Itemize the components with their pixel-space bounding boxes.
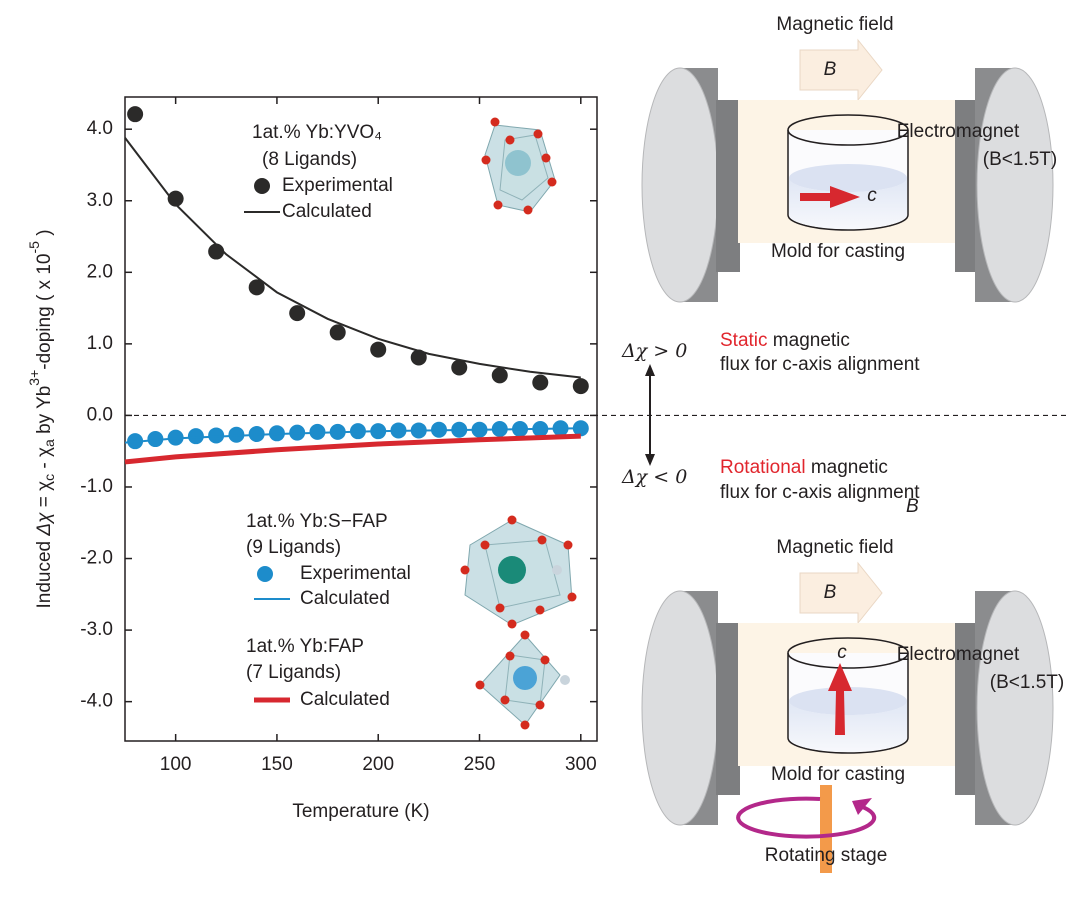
- axis-label: c: [867, 185, 877, 206]
- y-label-part: - χ: [34, 447, 55, 474]
- y-tick-label: 3.0: [87, 190, 113, 211]
- group-title: 1at.% Yb:FAP: [246, 636, 364, 657]
- magnet-limit: (B<1.5T): [990, 672, 1064, 693]
- group-title: 1at.% Yb:YVO₄: [252, 122, 382, 143]
- field-label: Magnetic field: [776, 537, 893, 558]
- y-label-part: = χ: [34, 481, 55, 513]
- y-tick-label: -2.0: [80, 548, 113, 569]
- y-tick-label: 1.0: [87, 333, 113, 354]
- data-point: [188, 428, 204, 444]
- coil-inner: [716, 100, 740, 272]
- x-tick-label: 250: [464, 754, 496, 775]
- y-tick-label: 4.0: [87, 118, 113, 139]
- data-point: [208, 244, 224, 260]
- y-label-sub: c: [41, 474, 57, 481]
- x-axis-label: Temperature (K): [292, 801, 429, 822]
- legend-marker: [257, 566, 273, 582]
- note-line: flux for c-axis alignment: [720, 482, 920, 503]
- group-ligands: (9 Ligands): [246, 537, 341, 558]
- note-line: Rotational magnetic: [720, 457, 888, 478]
- data-point: [330, 324, 346, 340]
- field-symbol: B: [824, 582, 837, 603]
- note-text: magnetic: [806, 457, 888, 478]
- y-tick-label: 0.0: [87, 404, 113, 425]
- group-ligands: (8 Ligands): [262, 149, 357, 170]
- mold-liquid-top: [789, 164, 907, 192]
- magnet-label: Electromagnet: [897, 644, 1020, 665]
- y-label-part: -doping ( x 10: [34, 254, 55, 370]
- y-label-part: ): [34, 229, 55, 241]
- alignment-notes: Δχ > 0 Static magnetic flux for c-axis a…: [621, 330, 920, 517]
- crystal-icon: [482, 118, 557, 215]
- x-tick-label: 300: [565, 754, 597, 775]
- note-text: magnetic: [768, 330, 850, 351]
- y-label-part: by Yb: [34, 386, 55, 440]
- figure: Temperature (K) Induced Δχ = χc - χa by …: [0, 0, 1069, 898]
- note-keyword: Rotational: [720, 457, 806, 478]
- note-line: Static magnetic: [720, 330, 850, 351]
- data-point: [492, 367, 508, 383]
- magnet-device: Magnetic field Bc Electromagnet (B<1.5T) Mol…: [642, 14, 1057, 302]
- mold-label: Mold for casting: [771, 764, 905, 785]
- magnet-device: Magnetic field Bc Electromagnet (B<1.5T) Mol…: [642, 537, 1064, 873]
- legend-marker: [254, 178, 270, 194]
- note-keyword: Static: [720, 330, 768, 351]
- note-line: flux for c-axis alignment: [720, 354, 920, 375]
- field-arrow: [800, 563, 882, 623]
- data-point: [532, 375, 548, 391]
- y-label-part: Δχ: [34, 512, 55, 537]
- coil-face: [642, 591, 718, 825]
- x-tick-label: 200: [362, 754, 394, 775]
- legend-label: Experimental: [300, 563, 411, 584]
- stray-label: B: [906, 496, 919, 517]
- y-axis-label: Induced Δχ = χc - χa by Yb3+-doping ( x …: [26, 229, 57, 608]
- y-tick-label: -4.0: [80, 691, 113, 712]
- data-point: [370, 342, 386, 358]
- crystal-icon: [476, 631, 571, 730]
- crystal-icon: [461, 516, 577, 629]
- data-point: [289, 305, 305, 321]
- condition-label: Δχ > 0: [621, 340, 687, 362]
- data-point: [127, 106, 143, 122]
- x-tick-label: 150: [261, 754, 293, 775]
- field-arrow: [800, 40, 882, 100]
- field-symbol: B: [824, 59, 837, 80]
- magnet-label: Electromagnet: [897, 121, 1020, 142]
- axis-label: c: [837, 642, 847, 663]
- arrow-head: [645, 454, 655, 466]
- legend-label: Calculated: [300, 689, 390, 710]
- y-label-sup: 3+: [26, 370, 42, 386]
- coil-face: [642, 68, 718, 302]
- coil-face: [977, 591, 1053, 825]
- group-ligands: (7 Ligands): [246, 662, 341, 683]
- legend-label: Experimental: [282, 175, 393, 196]
- y-label-part: Induced: [34, 536, 55, 609]
- mold-label: Mold for casting: [771, 241, 905, 262]
- arrow-head: [645, 364, 655, 376]
- condition-label: Δχ < 0: [621, 466, 687, 488]
- coil-face: [977, 68, 1053, 302]
- y-label-sup: -5: [26, 241, 42, 254]
- stage-label: Rotating stage: [765, 845, 888, 866]
- y-tick-label: -1.0: [80, 476, 113, 497]
- mold-liquid-top: [789, 687, 907, 715]
- y-tick-label: 2.0: [87, 261, 113, 282]
- data-point: [573, 378, 589, 394]
- coil-inner: [716, 623, 740, 795]
- field-label: Magnetic field: [776, 14, 893, 35]
- legend-label: Calculated: [300, 588, 390, 609]
- magnet-limit: (B<1.5T): [983, 149, 1057, 170]
- y-label-sub: a: [41, 439, 57, 447]
- legend-label: Calculated: [282, 201, 372, 222]
- y-tick-label: -3.0: [80, 619, 113, 640]
- diagram: Magnetic field Bc Electromagnet (B<1.5T) Mol…: [642, 14, 1064, 873]
- group-title: 1at.% Yb:S−FAP: [246, 511, 388, 532]
- x-tick-label: 100: [160, 754, 192, 775]
